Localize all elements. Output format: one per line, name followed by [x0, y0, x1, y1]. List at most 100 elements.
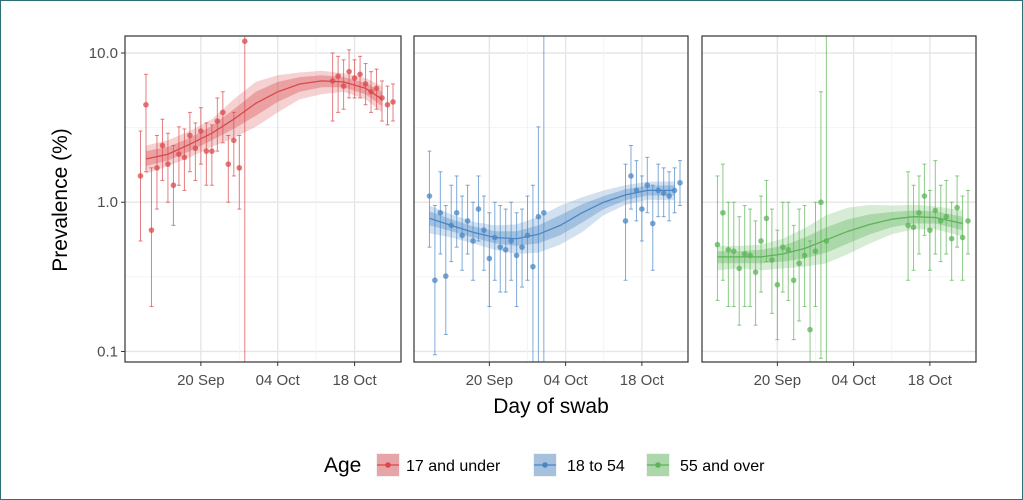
error-bar: [215, 97, 220, 152]
error-bar: [481, 195, 486, 271]
data-point: [921, 193, 928, 199]
data-point: [346, 68, 352, 75]
error-bar: [143, 73, 148, 173]
data-point: [357, 71, 363, 78]
y-tick-labels: 0.1 1.0 10.0: [89, 45, 118, 360]
data-point: [916, 209, 922, 216]
panel-17-and-under: 20 Sep 04 Oct 18 Oct: [121, 35, 402, 389]
data-point: [541, 209, 547, 216]
data-point: [720, 209, 726, 216]
y-tick-label: 1.0: [97, 194, 118, 211]
error-bar: [492, 201, 497, 281]
data-point: [649, 220, 656, 227]
plot-area: [714, 36, 971, 362]
data-point: [340, 83, 347, 89]
data-point: [927, 227, 933, 233]
data-point: [192, 145, 199, 152]
data-point: [198, 128, 204, 134]
error-bar: [336, 55, 341, 113]
data-point: [231, 137, 237, 144]
data-point: [432, 277, 438, 284]
data-point: [535, 213, 542, 220]
data-point: [459, 232, 465, 239]
error-bar: [818, 91, 823, 359]
ribbon-50: [429, 185, 675, 246]
data-point: [905, 222, 911, 229]
data-point: [660, 190, 667, 196]
error-bar: [138, 130, 143, 242]
data-point: [187, 132, 193, 139]
data-point: [965, 218, 971, 224]
error-bar: [154, 135, 159, 210]
error-bar: [330, 52, 335, 122]
y-axis-title: Prevalence (%): [49, 128, 72, 272]
data-point: [943, 213, 950, 220]
data-point: [335, 73, 341, 79]
data-point: [214, 118, 221, 124]
error-bar: [720, 163, 725, 281]
data-point: [379, 95, 385, 101]
data-point: [725, 247, 732, 253]
data-point: [730, 248, 737, 254]
error-bar: [220, 91, 225, 144]
data-point: [159, 142, 166, 149]
data-point: [209, 148, 215, 154]
data-point: [812, 248, 819, 254]
data-point: [470, 238, 476, 244]
data-point: [948, 235, 955, 242]
data-point: [796, 260, 802, 267]
data-point: [176, 151, 182, 157]
error-bar: [541, 36, 546, 362]
data-point: [481, 227, 487, 233]
data-point: [453, 209, 460, 216]
legend-label: 17 and under: [406, 458, 501, 475]
data-point: [513, 252, 520, 259]
error-bar: [650, 184, 655, 271]
data-point: [148, 227, 155, 233]
data-point: [530, 263, 536, 270]
data-point: [351, 75, 358, 81]
legend: Age 17 and under 18 to 54 55 and over: [324, 453, 765, 477]
x-axis-title: Day of swab: [493, 395, 609, 418]
data-point: [714, 241, 721, 248]
panel-border: [413, 35, 689, 363]
x-tick-label: 18 Oct: [620, 372, 665, 389]
data-point: [785, 247, 792, 253]
x-tick-label: 04 Oct: [256, 372, 301, 389]
x-tick-label: 18 Oct: [332, 372, 377, 389]
error-bar: [204, 122, 209, 186]
data-point: [143, 101, 149, 108]
error-bar: [813, 201, 818, 308]
data-point: [373, 85, 380, 92]
data-point: [666, 193, 672, 199]
data-point: [508, 238, 514, 244]
data-point: [639, 206, 645, 212]
data-point: [497, 244, 504, 250]
data-point: [486, 255, 493, 262]
data-point: [475, 206, 482, 212]
legend-label: 55 and over: [680, 458, 765, 475]
data-point: [442, 273, 449, 279]
error-bar: [165, 132, 170, 203]
error-bar: [358, 55, 363, 99]
error-bar: [536, 126, 541, 362]
error-bar: [824, 36, 829, 362]
data-point: [910, 224, 917, 231]
data-point: [362, 81, 369, 87]
legend-key: [376, 453, 400, 477]
error-bar: [380, 80, 385, 122]
data-point: [769, 257, 775, 263]
data-point: [384, 101, 391, 108]
panel-55-and-over: 20 Sep 04 Oct 18 Oct: [701, 35, 977, 389]
fit-line: [145, 80, 383, 160]
error-bar: [237, 135, 242, 210]
legend-key: [646, 453, 670, 477]
ribbon-95: [146, 70, 382, 174]
error-bar: [525, 195, 530, 281]
error-bar: [149, 167, 154, 308]
x-tick-label: 20 Sep: [177, 372, 225, 389]
legend-title: Age: [324, 454, 361, 477]
data-point: [628, 173, 634, 179]
error-bar: [715, 175, 720, 301]
